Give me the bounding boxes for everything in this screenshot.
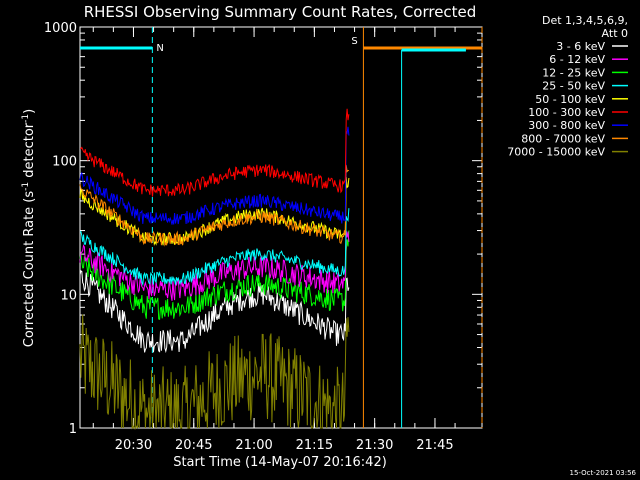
- series-line: [79, 208, 350, 287]
- timestamp: 15-Oct-2021 03:56: [570, 469, 637, 477]
- flag-lines: NS: [80, 27, 483, 428]
- flag-label: N: [156, 43, 163, 54]
- plot-frame: [79, 26, 483, 429]
- legend-label: 3 - 6 keV: [556, 40, 605, 53]
- legend-label: 50 - 100 keV: [535, 93, 605, 106]
- x-tick-label: 20:45: [175, 438, 212, 453]
- series-line: [79, 230, 350, 301]
- y-tick-label: 1: [69, 422, 77, 437]
- series-lines: [79, 108, 350, 430]
- legend-label: 100 - 300 keV: [528, 106, 605, 119]
- legend-header-line-1: Det 1,3,4,5,6,9,: [542, 14, 628, 27]
- legend-label: 7000 - 15000 keV: [507, 146, 605, 159]
- series-line: [79, 126, 350, 225]
- x-tick-label: 21:45: [416, 438, 453, 453]
- y-tick-label: 10: [60, 288, 77, 303]
- x-tick-label: 21:00: [235, 438, 272, 453]
- legend-label: 300 - 800 keV: [528, 119, 605, 132]
- x-tick-label: 21:30: [356, 438, 393, 453]
- y-tick-label: 1000: [44, 21, 77, 36]
- series-line: [79, 270, 350, 354]
- series-line: [79, 314, 350, 430]
- y-axis-label: Corrected Count Rate (s-1 detector-1): [21, 109, 37, 347]
- axis-ticks: 1 10 100 1000 20:30 20:45 21:00 21:15 21:30 21:45: [44, 21, 482, 453]
- legend-label: 12 - 25 keV: [542, 66, 605, 79]
- y-tick-label: 100: [52, 155, 77, 170]
- chart-title: RHESSI Observing Summary Count Rates, Co…: [84, 3, 477, 21]
- legend-label: 25 - 50 keV: [542, 80, 605, 93]
- x-tick-label: 20:30: [115, 438, 152, 453]
- legend-label: 6 - 12 keV: [549, 53, 605, 66]
- series-line: [79, 164, 350, 247]
- series-line: [79, 230, 350, 320]
- flag-label: S: [351, 36, 357, 47]
- x-axis-label: Start Time (14-May-07 20:16:42): [173, 455, 387, 470]
- legend-label: 800 - 7000 keV: [521, 132, 605, 145]
- x-tick-label: 21:15: [296, 438, 333, 453]
- series-line: [79, 108, 350, 197]
- legend-header-line-2: Att 0: [602, 27, 628, 40]
